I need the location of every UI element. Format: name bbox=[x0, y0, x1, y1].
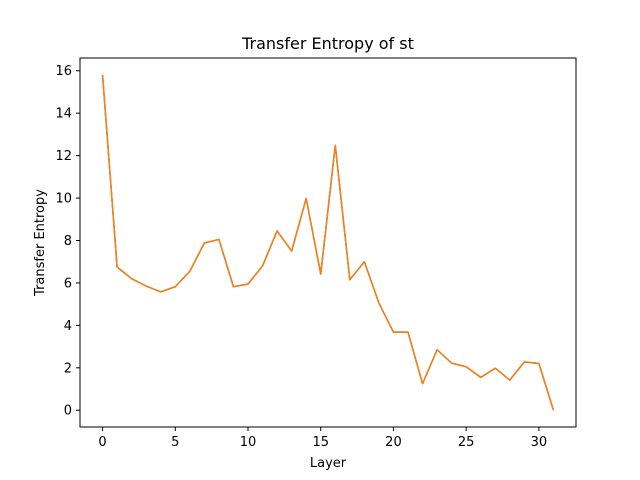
x-tick-label: 30 bbox=[531, 435, 548, 450]
series-line-1 bbox=[101, 74, 555, 411]
y-tick-label: 12 bbox=[55, 149, 72, 164]
y-tick-label: 10 bbox=[55, 192, 72, 207]
x-tick-label: 20 bbox=[385, 435, 402, 450]
axis-ticks: 0 5 10 15 20 25 30 0 2 4 6 8 10 12 14 16 bbox=[55, 64, 547, 450]
y-tick-label: 6 bbox=[64, 276, 72, 291]
y-tick-label: 8 bbox=[64, 234, 72, 249]
plot-area bbox=[101, 74, 555, 411]
x-tick-label: 15 bbox=[312, 435, 329, 450]
plot-frame bbox=[79, 57, 577, 428]
y-tick-label: 2 bbox=[64, 361, 72, 376]
y-axis-label: Transfer Entropy bbox=[33, 189, 48, 297]
x-tick-label: 10 bbox=[240, 435, 257, 450]
y-tick-label: 0 bbox=[64, 404, 72, 419]
y-tick-label: 14 bbox=[55, 107, 72, 122]
x-tick-label: 5 bbox=[171, 435, 179, 450]
x-tick-label: 0 bbox=[98, 435, 106, 450]
x-tick-label: 25 bbox=[458, 435, 475, 450]
y-tick-label: 4 bbox=[64, 319, 72, 334]
x-axis-label: Layer bbox=[310, 456, 347, 471]
chart-title: Transfer Entropy of st bbox=[241, 34, 414, 53]
y-tick-label: 16 bbox=[55, 64, 72, 79]
